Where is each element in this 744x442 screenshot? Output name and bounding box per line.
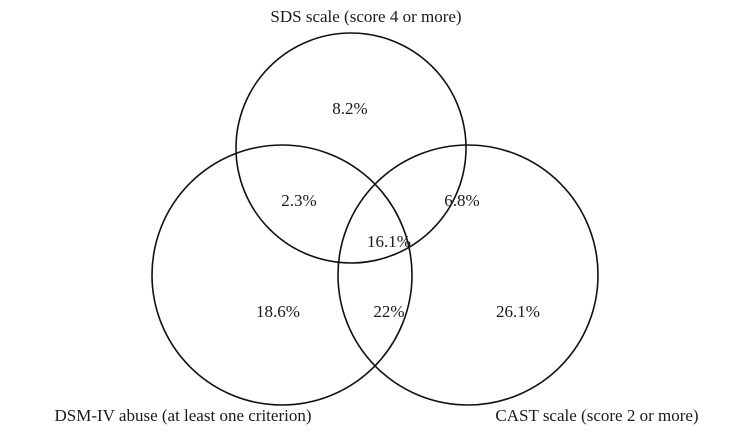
sds-circle xyxy=(235,32,467,264)
region-label: 18.6% xyxy=(256,302,300,321)
set-label: CAST scale (score 2 or more) xyxy=(495,406,698,425)
region-label: 2.3% xyxy=(281,191,316,210)
set-label: DSM-IV abuse (at least one criterion) xyxy=(55,406,312,425)
region-label: 6.8% xyxy=(444,191,479,210)
region-label: 22% xyxy=(373,302,404,321)
set-label: SDS scale (score 4 or more) xyxy=(270,7,461,26)
dsm-circle xyxy=(151,144,413,406)
region-label: 16.1% xyxy=(367,232,411,251)
region-label: 26.1% xyxy=(496,302,540,321)
region-label: 8.2% xyxy=(332,99,367,118)
cast-circle xyxy=(337,144,599,406)
